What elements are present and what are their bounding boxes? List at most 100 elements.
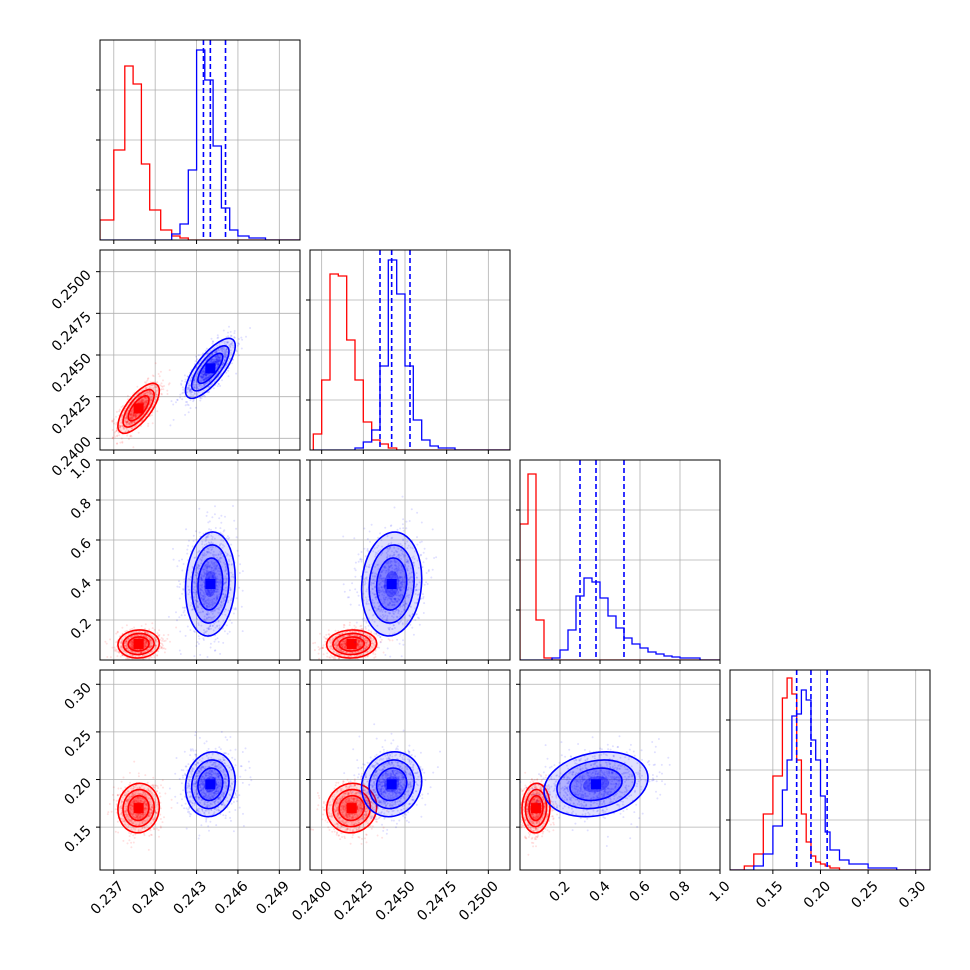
sample-point xyxy=(124,420,127,423)
sample-point xyxy=(125,644,128,647)
sample-point xyxy=(214,567,217,570)
sample-point xyxy=(219,604,222,607)
sample-point xyxy=(135,415,138,418)
sample-point xyxy=(145,632,148,635)
sample-point xyxy=(139,400,142,403)
sample-point xyxy=(206,592,209,594)
sample-point xyxy=(203,598,206,601)
sample-point xyxy=(205,569,208,572)
sample-point xyxy=(196,606,199,609)
sample-point xyxy=(142,399,145,402)
sample-point xyxy=(149,397,152,400)
sample-point xyxy=(193,580,196,583)
sample-point xyxy=(189,389,192,392)
sample-point xyxy=(225,347,228,350)
sample-point xyxy=(206,613,209,615)
sample-point xyxy=(217,362,220,365)
sample-point xyxy=(162,388,165,391)
sample-point xyxy=(209,592,212,595)
sample-point xyxy=(216,588,219,591)
sample-point xyxy=(142,650,145,653)
sample-point xyxy=(222,362,225,365)
sample-point xyxy=(219,553,222,556)
sample-point xyxy=(189,629,192,631)
panel-2-0 xyxy=(96,459,301,664)
sample-point xyxy=(209,564,212,567)
sample-point xyxy=(220,601,223,604)
sample-point xyxy=(208,592,211,595)
sample-point xyxy=(154,639,157,642)
sample-point xyxy=(358,640,361,642)
sample-point xyxy=(145,642,148,645)
sample-point xyxy=(183,609,186,612)
sample-point xyxy=(141,634,144,637)
sample-point xyxy=(125,646,128,649)
sample-point xyxy=(223,610,226,613)
sample-point xyxy=(131,411,134,414)
sample-point xyxy=(215,554,218,557)
sample-point xyxy=(130,643,133,645)
sample-point xyxy=(140,398,143,401)
sample-point xyxy=(345,643,348,645)
sample-point xyxy=(195,599,198,602)
sample-point xyxy=(131,631,134,634)
sample-point xyxy=(207,627,210,630)
sample-point xyxy=(134,416,137,418)
sample-point xyxy=(207,603,210,606)
sample-point xyxy=(217,619,220,622)
sample-point xyxy=(201,543,204,546)
sample-point xyxy=(214,568,217,571)
sample-point xyxy=(211,538,214,540)
sample-point xyxy=(188,388,191,391)
sample-point xyxy=(207,376,210,379)
sample-point xyxy=(129,412,132,415)
sample-point xyxy=(149,396,152,399)
sample-point xyxy=(212,361,214,364)
sample-point xyxy=(224,596,227,599)
sample-point xyxy=(227,609,230,612)
sample-point xyxy=(353,537,356,540)
sample-point xyxy=(202,370,205,373)
sample-point xyxy=(187,388,190,391)
sample-point xyxy=(144,405,146,408)
sample-point xyxy=(215,355,218,358)
sample-point xyxy=(200,597,203,600)
sample-point xyxy=(213,562,215,565)
sample-point xyxy=(129,417,132,420)
sample-point xyxy=(220,606,223,609)
sample-point xyxy=(200,360,203,363)
sample-point xyxy=(150,384,152,387)
sample-point xyxy=(205,604,208,607)
sample-point xyxy=(129,422,132,424)
sample-point xyxy=(121,648,124,651)
sample-point xyxy=(225,577,228,580)
sample-point xyxy=(141,651,144,654)
sample-point xyxy=(402,518,405,521)
sample-point xyxy=(213,553,216,556)
sample-point xyxy=(225,348,228,351)
sample-point xyxy=(149,639,152,642)
sample-point xyxy=(340,636,343,639)
sample-point xyxy=(206,601,208,604)
sample-point xyxy=(229,580,232,582)
sample-point xyxy=(206,574,208,576)
sample-point xyxy=(194,591,196,594)
sample-point xyxy=(366,538,369,540)
sample-point xyxy=(206,627,209,630)
sample-point xyxy=(119,655,122,658)
sample-point xyxy=(348,661,350,663)
sample-point xyxy=(200,578,203,581)
sample-point xyxy=(205,553,208,556)
sample-point xyxy=(211,577,214,580)
sample-point xyxy=(416,536,418,539)
sample-point xyxy=(137,431,140,434)
sample-point xyxy=(368,530,371,533)
sample-point xyxy=(168,382,171,385)
sample-point xyxy=(216,625,219,628)
sample-point xyxy=(229,554,232,557)
sample-point xyxy=(357,639,360,642)
sample-point xyxy=(191,565,194,568)
sample-point xyxy=(131,641,133,643)
sample-point xyxy=(359,649,362,652)
sample-point xyxy=(211,598,214,601)
